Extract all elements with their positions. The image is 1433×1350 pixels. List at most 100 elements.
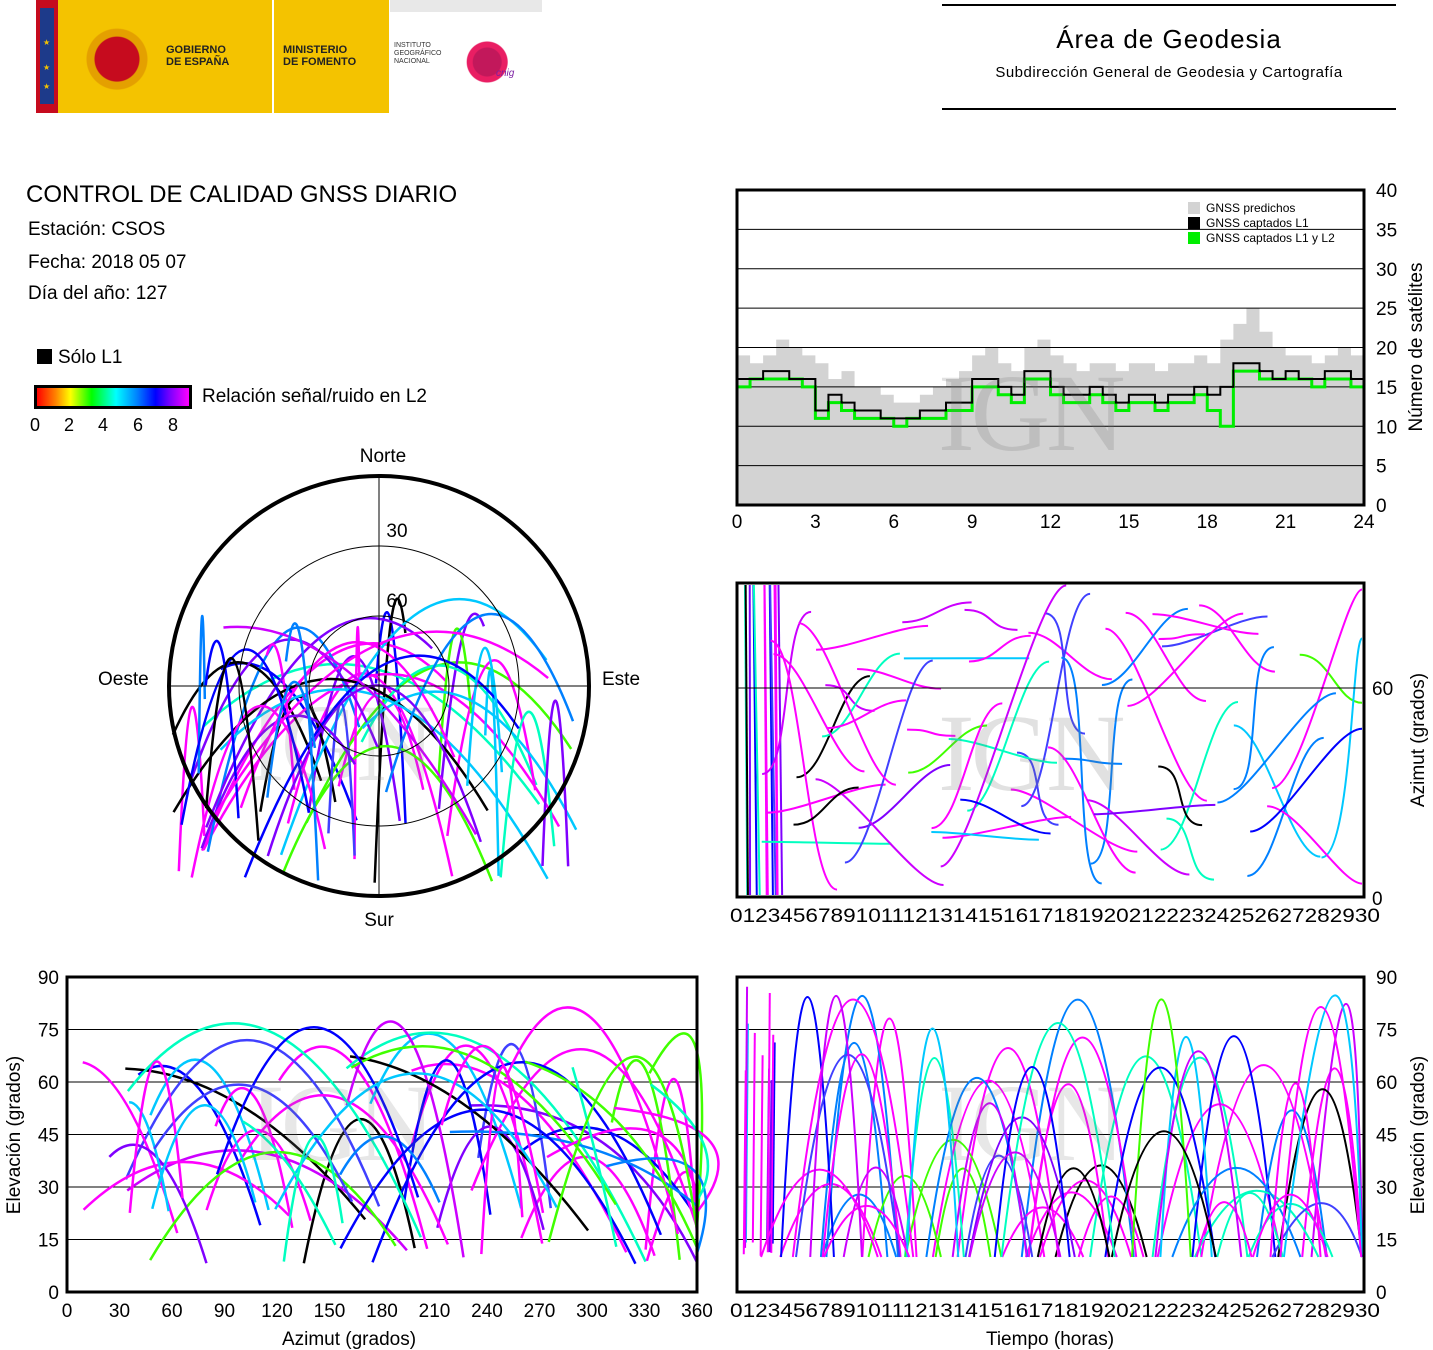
eu-band: ★ ★ ★: [40, 8, 54, 104]
az-track: [1217, 692, 1337, 804]
az-track: [1158, 633, 1205, 640]
watermark: IGN: [938, 1062, 1126, 1184]
y-tick-label: 60: [38, 1073, 59, 1094]
watermark: IGN: [938, 692, 1126, 814]
az-track: [773, 653, 865, 773]
ea-track: [470, 1048, 699, 1228]
az-track: [1233, 646, 1275, 791]
az-track: [774, 584, 779, 896]
sky-track: [177, 705, 206, 872]
snr-tick: 0: [30, 415, 41, 435]
x-tick-label: 210: [419, 1301, 451, 1322]
az-track: [1271, 588, 1363, 790]
star-icon: ★: [43, 82, 51, 91]
az-track: [1158, 765, 1203, 827]
y-tick-label: 60: [1372, 679, 1393, 700]
ea-track: [151, 1104, 257, 1210]
az-track: [940, 584, 1067, 868]
ea-track: [402, 1059, 492, 1215]
ea-track: [128, 1060, 184, 1214]
az-track: [1267, 805, 1363, 885]
az-track: [1152, 613, 1259, 635]
x-tick-label: 3: [810, 512, 821, 533]
sky-track: [282, 744, 494, 882]
az-track: [761, 840, 892, 845]
ring-label-30: 30: [386, 521, 407, 542]
sky-track: [212, 630, 549, 818]
az-track: [752, 584, 761, 896]
az-track: [744, 584, 749, 896]
et-track: [825, 995, 899, 1258]
y-tick-label: 15: [1376, 378, 1397, 399]
ea-track: [215, 1026, 420, 1198]
az-track: [1299, 653, 1363, 704]
legend-entry: GNSS captados L1: [1206, 216, 1309, 230]
y-tick-label: 15: [38, 1231, 59, 1252]
sky-track: [223, 625, 478, 836]
ea-track: [614, 1106, 720, 1213]
az-track: [1105, 627, 1208, 802]
et-track: [766, 993, 771, 1253]
y-tick-label: 30: [38, 1178, 59, 1199]
az-track: [1199, 604, 1275, 673]
x-axis-label: Tiempo (horas): [986, 1329, 1114, 1350]
snr-colorbar: [34, 385, 192, 409]
az-track: [964, 608, 1018, 631]
ea-track: [153, 1083, 354, 1203]
sky-track: [204, 657, 260, 841]
az-track: [931, 702, 1003, 830]
az-track: [1021, 592, 1091, 808]
x-axis-label: Azimut (grados): [282, 1329, 416, 1350]
et-track: [742, 1070, 747, 1255]
ea-track: [124, 1038, 381, 1207]
et-track: [1216, 1192, 1284, 1258]
cnig-text: cnig: [496, 68, 515, 79]
x-tick-labels: 0123456789101112131415161718192021222324…: [730, 1301, 1380, 1322]
et-track: [1001, 1206, 1085, 1258]
ea-track: [650, 1083, 710, 1202]
x-tick-label: 0: [732, 512, 743, 533]
az-track: [816, 624, 929, 651]
az-track: [948, 738, 1057, 764]
et-track: [861, 1017, 918, 1258]
ea-track: [524, 1060, 699, 1249]
legend-entry: GNSS captados L1 y L2: [1206, 231, 1335, 245]
snr-tick: 8: [168, 415, 179, 435]
x-tick-labels: 0123456789101112131415161718192021222324…: [730, 906, 1380, 927]
et-track: [819, 1042, 889, 1258]
et-track: [1151, 1056, 1249, 1258]
watermark: IGN: [938, 352, 1126, 474]
et-track: [934, 1167, 992, 1258]
predicted-area: [737, 308, 1364, 505]
az-track: [825, 684, 875, 712]
legend-swatch: [1188, 217, 1200, 229]
et-track: [823, 1204, 911, 1258]
y-axis-label: Número de satélites: [1406, 263, 1427, 432]
x-tick-label: 240: [471, 1301, 503, 1322]
sky-track: [266, 684, 482, 857]
et-track: [1156, 1103, 1283, 1258]
l1-only-label: Sólo L1: [58, 347, 123, 368]
et-track: [751, 1032, 756, 1243]
x-tick-label: 90: [214, 1301, 235, 1322]
y-tick-label: 40: [1376, 181, 1397, 202]
az-track: [942, 815, 1072, 839]
elevation-time-chart: 0 15 30 45 60 75 90 01234567891011121314151617…: [730, 968, 1429, 1350]
az-track: [822, 652, 900, 738]
y-tick-label: 0: [1376, 1283, 1387, 1304]
sky-track: [437, 612, 486, 809]
az-track: [1321, 637, 1363, 859]
et-track: [904, 1139, 1003, 1258]
et-track: [1110, 1130, 1217, 1258]
x-tick-label: 21: [1275, 512, 1296, 533]
x-tick-label: 6: [888, 512, 899, 533]
az-track: [1247, 736, 1324, 877]
snr-tick: 2: [64, 415, 75, 435]
watermark: IGN: [248, 1062, 436, 1184]
x-tick-label: 120: [261, 1301, 293, 1322]
ea-track: [571, 1066, 618, 1247]
y-tick-label: 90: [1376, 968, 1397, 989]
y-tick-label: 25: [1376, 299, 1397, 320]
sky-track: [284, 622, 320, 881]
az-track: [1028, 631, 1112, 681]
